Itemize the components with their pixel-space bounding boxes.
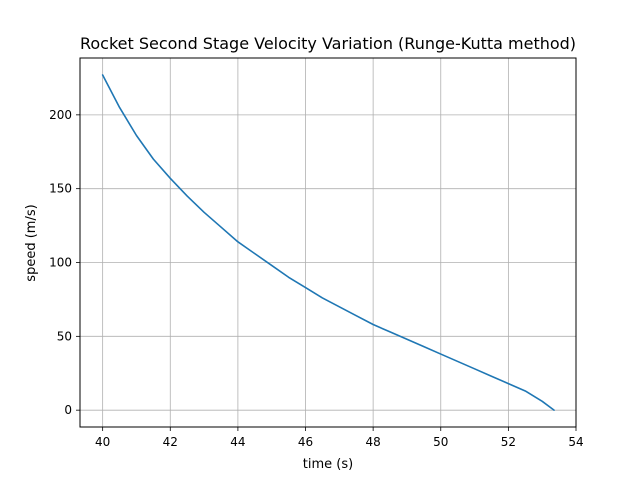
plot-frame <box>79 57 577 428</box>
x-tick-label: 54 <box>568 435 583 449</box>
y-tick-label: 200 <box>49 108 72 122</box>
y-axis-label: speed (m/s) <box>24 204 39 281</box>
y-tick-label: 50 <box>57 329 72 343</box>
x-axis-label: time (s) <box>303 457 353 472</box>
x-tick-label: 40 <box>95 435 110 449</box>
x-tick-label: 48 <box>365 435 380 449</box>
y-tick-label: 100 <box>49 256 72 270</box>
x-tick-label: 50 <box>433 435 448 449</box>
series-layer <box>101 74 555 411</box>
x-tick-label: 52 <box>501 435 516 449</box>
x-tick-label: 44 <box>230 435 245 449</box>
chart-title: Rocket Second Stage Velocity Variation (… <box>80 34 576 53</box>
series-line <box>101 74 555 411</box>
y-tick-label: 0 <box>64 403 72 417</box>
y-axis-ticks: 0 50 100 150 200 <box>49 108 80 417</box>
x-tick-label: 42 <box>163 435 178 449</box>
y-tick-label: 150 <box>49 182 72 196</box>
x-tick-label: 46 <box>298 435 313 449</box>
x-axis-ticks: 40 42 44 46 48 50 52 54 <box>95 427 584 449</box>
grid-lines <box>80 58 577 427</box>
